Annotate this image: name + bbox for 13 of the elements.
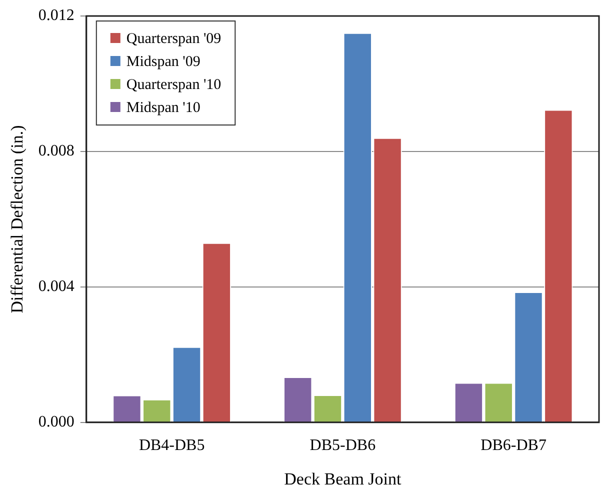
- y-tick-label: 0.012: [38, 7, 74, 24]
- legend-label: Midspan '10: [126, 100, 200, 116]
- x-tick-label: DB4-DB5: [138, 437, 205, 454]
- y-tick-label: 0.000: [38, 414, 74, 431]
- y-axis-title: Differential Deflection (in.): [8, 125, 27, 314]
- y-tick-label: 0.008: [38, 142, 74, 160]
- x-axis-title: Deck Beam Joint: [284, 469, 402, 488]
- x-tick-label: DB5-DB6: [310, 437, 376, 454]
- legend-label: Quarterspan '10: [126, 76, 222, 93]
- x-tick-label: DB6-DB7: [480, 437, 546, 454]
- legend-label: Midspan '09: [126, 54, 200, 70]
- legend-label: Quarterspan '09: [126, 30, 222, 47]
- y-tick-label: 0.004: [38, 278, 74, 296]
